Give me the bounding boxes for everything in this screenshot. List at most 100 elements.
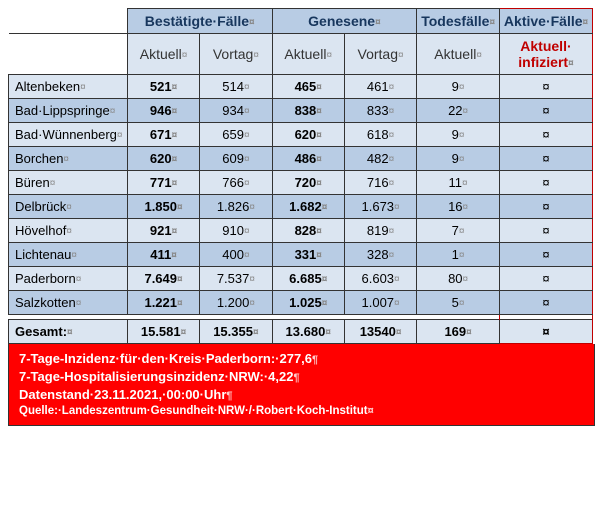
footer-line: 7-Tage-Inzidenz·für·den·Kreis·Paderborn:… bbox=[19, 350, 584, 368]
cell: 819¤ bbox=[344, 219, 416, 243]
cell: 486¤ bbox=[272, 147, 344, 171]
sub-header: Aktuell¤ bbox=[127, 34, 199, 75]
row-name: Altenbeken¤ bbox=[9, 75, 128, 99]
cell: 465¤ bbox=[272, 75, 344, 99]
cell: 910¤ bbox=[200, 219, 272, 243]
cell: 921¤ bbox=[127, 219, 199, 243]
cell: 1.682¤ bbox=[272, 195, 344, 219]
row-name: Hövelhof¤ bbox=[9, 219, 128, 243]
cell: 766¤ bbox=[200, 171, 272, 195]
total-cell: 13540¤ bbox=[344, 320, 416, 344]
table-row: Borchen¤620¤609¤486¤482¤9¤¤ bbox=[9, 147, 593, 171]
col-group: Aktive·Fälle¤ bbox=[499, 9, 592, 34]
row-name: Bad·Lippspringe¤ bbox=[9, 99, 128, 123]
table-row: Bad·Wünnenberg¤671¤659¤620¤618¤9¤¤ bbox=[9, 123, 593, 147]
total-cell: 15.355¤ bbox=[200, 320, 272, 344]
total-label: Gesamt:¤ bbox=[9, 320, 128, 344]
cell: 6.685¤ bbox=[272, 267, 344, 291]
cell: 22¤ bbox=[417, 99, 500, 123]
sub-header: Vortag¤ bbox=[344, 34, 416, 75]
cell: 411¤ bbox=[127, 243, 199, 267]
row-name: Bad·Wünnenberg¤ bbox=[9, 123, 128, 147]
cell: 720¤ bbox=[272, 171, 344, 195]
total-cell: 15.581¤ bbox=[127, 320, 199, 344]
table-row: Paderborn¤7.649¤7.537¤6.685¤6.603¤80¤¤ bbox=[9, 267, 593, 291]
cell: 1.673¤ bbox=[344, 195, 416, 219]
cell: ¤ bbox=[499, 243, 592, 267]
cell: ¤ bbox=[499, 195, 592, 219]
table-row: Salzkotten¤1.221¤1.200¤1.025¤1.007¤5¤¤ bbox=[9, 291, 593, 315]
cell: 400¤ bbox=[200, 243, 272, 267]
cell: 671¤ bbox=[127, 123, 199, 147]
cell: 461¤ bbox=[344, 75, 416, 99]
table-header: Bestätigte·Fälle¤Genesene¤Todesfälle¤Akt… bbox=[9, 9, 593, 75]
row-name: Paderborn¤ bbox=[9, 267, 128, 291]
cell: 609¤ bbox=[200, 147, 272, 171]
cell: 80¤ bbox=[417, 267, 500, 291]
footer-box: 7-Tage-Inzidenz·für·den·Kreis·Paderborn:… bbox=[8, 344, 595, 426]
cell: 7¤ bbox=[417, 219, 500, 243]
col-group: Todesfälle¤ bbox=[417, 9, 500, 34]
table-row: Lichtenau¤411¤400¤331¤328¤1¤¤ bbox=[9, 243, 593, 267]
total-cell: 13.680¤ bbox=[272, 320, 344, 344]
table-row: Altenbeken¤521¤514¤465¤461¤9¤¤ bbox=[9, 75, 593, 99]
cell: 1.221¤ bbox=[127, 291, 199, 315]
total-row: Gesamt:¤15.581¤15.355¤13.680¤13540¤169¤¤ bbox=[9, 320, 593, 344]
cell: 9¤ bbox=[417, 147, 500, 171]
table-row: Delbrück¤1.850¤1.826¤1.682¤1.673¤16¤¤ bbox=[9, 195, 593, 219]
cell: 771¤ bbox=[127, 171, 199, 195]
sub-header: Aktuell·infiziert¤ bbox=[499, 34, 592, 75]
cell: 620¤ bbox=[127, 147, 199, 171]
row-name: Salzkotten¤ bbox=[9, 291, 128, 315]
cell: 521¤ bbox=[127, 75, 199, 99]
cell: 1.826¤ bbox=[200, 195, 272, 219]
total-cell: ¤ bbox=[499, 320, 592, 344]
footer-source: Quelle:·Landeszentrum·Gesundheit·NRW·/·R… bbox=[19, 404, 584, 420]
cell: ¤ bbox=[499, 75, 592, 99]
cell: 1.025¤ bbox=[272, 291, 344, 315]
cell: ¤ bbox=[499, 291, 592, 315]
cell: 946¤ bbox=[127, 99, 199, 123]
cell: 659¤ bbox=[200, 123, 272, 147]
row-name: Delbrück¤ bbox=[9, 195, 128, 219]
cell: ¤ bbox=[499, 219, 592, 243]
total-cell: 169¤ bbox=[417, 320, 500, 344]
sub-header: Vortag¤ bbox=[200, 34, 272, 75]
row-name: Borchen¤ bbox=[9, 147, 128, 171]
cell: 328¤ bbox=[344, 243, 416, 267]
cell: 7.649¤ bbox=[127, 267, 199, 291]
cell: 5¤ bbox=[417, 291, 500, 315]
covid-table: Bestätigte·Fälle¤Genesene¤Todesfälle¤Akt… bbox=[8, 8, 593, 344]
cell: 716¤ bbox=[344, 171, 416, 195]
col-group: Genesene¤ bbox=[272, 9, 417, 34]
col-group: Bestätigte·Fälle¤ bbox=[127, 9, 272, 34]
table-row: Hövelhof¤921¤910¤828¤819¤7¤¤ bbox=[9, 219, 593, 243]
row-name: Lichtenau¤ bbox=[9, 243, 128, 267]
footer-line: 7-Tage-Hospitalisierungsinzidenz·NRW:·4,… bbox=[19, 368, 584, 386]
cell: ¤ bbox=[499, 123, 592, 147]
cell: 833¤ bbox=[344, 99, 416, 123]
row-name: Büren¤ bbox=[9, 171, 128, 195]
cell: ¤ bbox=[499, 171, 592, 195]
cell: ¤ bbox=[499, 147, 592, 171]
sub-header: Aktuell¤ bbox=[272, 34, 344, 75]
table-row: Büren¤771¤766¤720¤716¤11¤¤ bbox=[9, 171, 593, 195]
cell: 11¤ bbox=[417, 171, 500, 195]
cell: 482¤ bbox=[344, 147, 416, 171]
footer-line: Datenstand·23.11.2021,·00:00·Uhr¶ bbox=[19, 386, 584, 404]
table-body: Altenbeken¤521¤514¤465¤461¤9¤¤Bad·Lippsp… bbox=[9, 75, 593, 344]
cell: 331¤ bbox=[272, 243, 344, 267]
cell: 1.007¤ bbox=[344, 291, 416, 315]
cell: 1.850¤ bbox=[127, 195, 199, 219]
cell: 620¤ bbox=[272, 123, 344, 147]
cell: 9¤ bbox=[417, 123, 500, 147]
table-row: Bad·Lippspringe¤946¤934¤838¤833¤22¤¤ bbox=[9, 99, 593, 123]
cell: ¤ bbox=[499, 267, 592, 291]
cell: 514¤ bbox=[200, 75, 272, 99]
cell: 934¤ bbox=[200, 99, 272, 123]
cell: 828¤ bbox=[272, 219, 344, 243]
cell: 9¤ bbox=[417, 75, 500, 99]
cell: 7.537¤ bbox=[200, 267, 272, 291]
cell: 618¤ bbox=[344, 123, 416, 147]
cell: ¤ bbox=[499, 99, 592, 123]
